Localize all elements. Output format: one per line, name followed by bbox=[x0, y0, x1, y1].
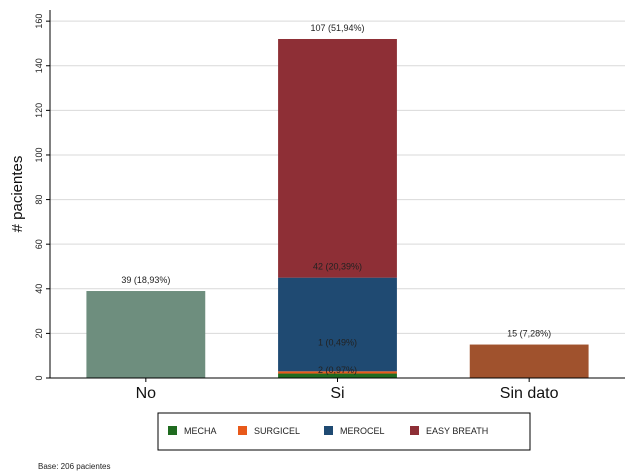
legend-box bbox=[157, 412, 531, 451]
legend-label: SURGICEL bbox=[254, 426, 300, 436]
data-label: 39 (18,93%) bbox=[121, 275, 170, 285]
x-tick-label: No bbox=[136, 385, 157, 402]
y-tick-label: 0 bbox=[34, 375, 44, 380]
y-axis: 0 20 40 60 80 100 120 140 160 bbox=[34, 10, 51, 381]
y-tick-label: 60 bbox=[34, 239, 44, 249]
x-tick-label: Sin dato bbox=[500, 385, 559, 402]
bar-segment bbox=[278, 373, 397, 378]
bar-segment bbox=[86, 291, 206, 378]
x-axis: No Si Sin dato bbox=[50, 377, 625, 402]
bar-segment bbox=[469, 344, 589, 378]
data-labels: 39 (18,93%) 2 (0,97%) 1 (0,49%) 42 (20,39%)… bbox=[121, 23, 551, 375]
bar-segment bbox=[278, 38, 397, 278]
bar-segment bbox=[278, 371, 397, 374]
legend-swatch bbox=[410, 426, 419, 435]
legend-swatch bbox=[324, 426, 333, 435]
bars bbox=[86, 38, 589, 378]
legend-label: MEROCEL bbox=[340, 426, 385, 436]
data-label: 107 (51,94%) bbox=[310, 23, 364, 33]
y-tick-label: 20 bbox=[34, 328, 44, 338]
y-axis-label: # pacientes bbox=[9, 156, 26, 233]
data-label: 2 (0,97%) bbox=[318, 365, 357, 375]
y-tick-label: 100 bbox=[34, 147, 44, 162]
legend-label: MECHA bbox=[184, 426, 217, 436]
data-label: 42 (20,39%) bbox=[313, 262, 362, 272]
legend-swatch bbox=[238, 426, 247, 435]
legend-label: EASY BREATH bbox=[426, 426, 488, 436]
y-tick-label: 40 bbox=[34, 284, 44, 294]
x-tick-label: Si bbox=[330, 385, 344, 402]
y-tick-label: 80 bbox=[34, 195, 44, 205]
legend-swatch bbox=[168, 426, 177, 435]
y-tick-label: 160 bbox=[34, 14, 44, 29]
legend: MECHA SURGICEL MEROCEL EASY BREATH bbox=[157, 412, 531, 451]
y-tick-label: 120 bbox=[34, 103, 44, 118]
data-label: 1 (0,49%) bbox=[318, 337, 357, 347]
footnote: Base: 206 pacientes bbox=[38, 462, 111, 471]
y-tick-label: 140 bbox=[34, 58, 44, 73]
data-label: 15 (7,28%) bbox=[507, 329, 551, 339]
bar-segment bbox=[278, 277, 397, 372]
